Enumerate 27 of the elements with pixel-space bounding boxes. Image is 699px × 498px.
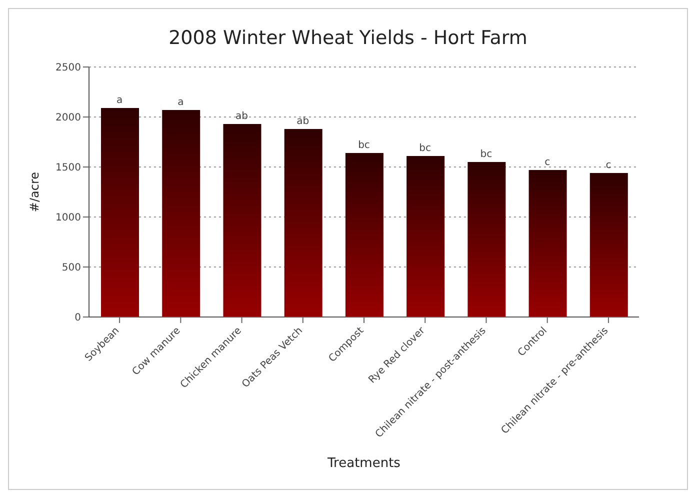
chart-title: 2008 Winter Wheat Yields - Hort Farm — [168, 26, 528, 51]
annotation: c — [544, 157, 550, 168]
y-tick-label: 2000 — [56, 112, 81, 124]
x-axis-title: Treatments — [326, 456, 401, 471]
annotation: c — [606, 160, 612, 171]
bar — [284, 129, 322, 317]
bar — [101, 108, 139, 317]
y-tick-label: 2500 — [56, 62, 81, 74]
bar — [528, 170, 567, 317]
annotation: ab — [296, 116, 310, 127]
y-tick-label: 1000 — [56, 212, 81, 224]
annotation: a — [116, 95, 123, 106]
annotation: bc — [480, 149, 492, 160]
bar — [468, 162, 506, 317]
annotation: bc — [358, 140, 370, 151]
annotation: bc — [419, 143, 432, 154]
bar — [406, 156, 445, 317]
y-tick-label: 0 — [74, 312, 81, 324]
y-tick-label: 1500 — [56, 162, 81, 174]
bar — [345, 153, 384, 317]
bar — [223, 124, 262, 317]
annotation: ab — [236, 111, 248, 122]
y-tick-label: 500 — [62, 262, 81, 274]
y-axis-title: #/acre — [27, 172, 42, 212]
annotation: a — [178, 97, 184, 108]
bar — [590, 173, 628, 317]
bar — [162, 110, 200, 317]
